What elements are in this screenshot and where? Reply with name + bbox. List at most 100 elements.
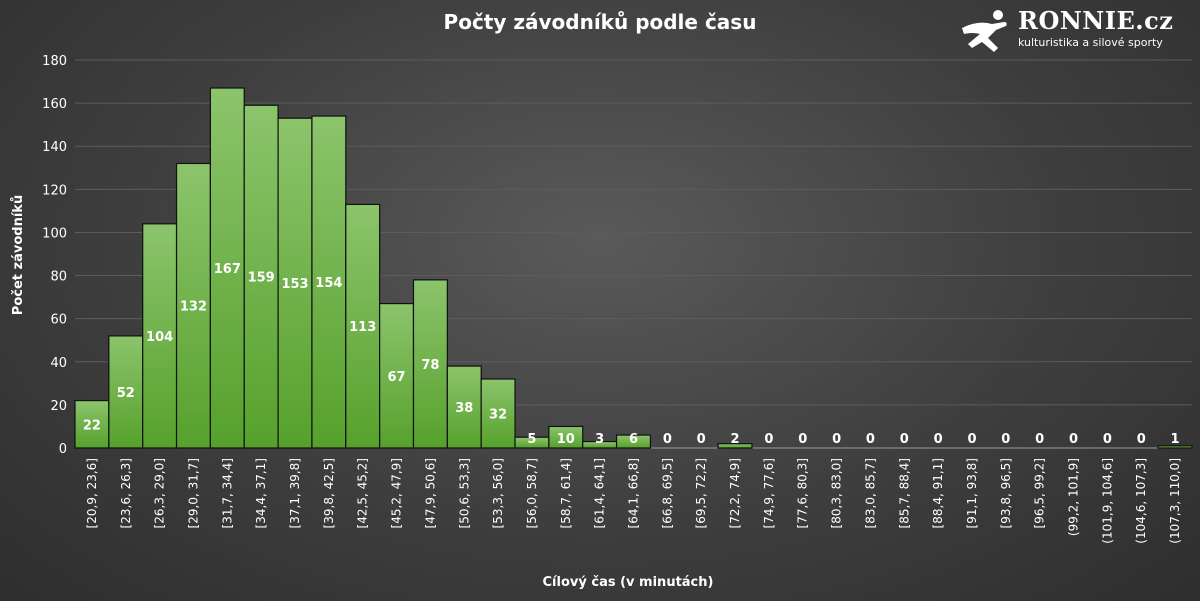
histogram-bar bbox=[142, 223, 178, 449]
histogram-bar bbox=[548, 425, 584, 449]
histogram-bar bbox=[108, 335, 144, 449]
histogram-bar bbox=[74, 399, 110, 449]
bar-value-label: 132 bbox=[180, 300, 207, 315]
x-tick-label: (101,9, 104,6] bbox=[1100, 458, 1114, 544]
bar-value-label: 113 bbox=[349, 320, 376, 335]
x-tick-label: [64,1, 66,8] bbox=[627, 458, 641, 528]
y-tick-label: 140 bbox=[42, 140, 67, 155]
histogram-bar bbox=[446, 365, 482, 449]
y-tick-label: 0 bbox=[59, 442, 67, 457]
x-tick-label: [29,0, 31,7] bbox=[186, 458, 200, 528]
x-tick-label: [58,7, 61,4] bbox=[559, 458, 573, 528]
bar-value-label: 0 bbox=[697, 432, 706, 447]
y-axis-label: Počet závodníků bbox=[11, 195, 26, 315]
y-tick-label: 120 bbox=[42, 183, 67, 198]
x-tick-label: [66,8, 69,5] bbox=[660, 458, 674, 528]
bar-value-label: 10 bbox=[557, 432, 575, 447]
bar-value-label: 0 bbox=[967, 432, 976, 447]
ronnie-logo: RONNIE.cz kulturistika a silové sporty bbox=[958, 6, 1190, 54]
x-tick-label: [88,4, 91,1] bbox=[931, 458, 945, 528]
histogram-bar bbox=[175, 162, 211, 449]
x-tick-label: [56,0, 58,7] bbox=[525, 458, 539, 528]
x-tick-label: [83,0, 85,7] bbox=[863, 458, 877, 528]
logo-tagline: kulturistika a silové sporty bbox=[1018, 36, 1163, 49]
bar-value-label: 38 bbox=[455, 401, 473, 416]
logo-name: RONNIE.cz bbox=[1018, 6, 1174, 35]
histogram-bar bbox=[615, 434, 652, 449]
histogram-bar bbox=[412, 279, 448, 449]
y-tick-label: 100 bbox=[42, 226, 67, 241]
histogram-bar bbox=[277, 117, 313, 449]
x-tick-label: [69,5, 72,2] bbox=[694, 458, 708, 528]
bar-value-label: 104 bbox=[146, 330, 173, 345]
x-tick-label: [39,8, 42,5] bbox=[322, 458, 336, 528]
bar-value-label: 5 bbox=[527, 432, 536, 447]
y-tick-label: 60 bbox=[50, 313, 67, 328]
x-tick-label: (107,3, 110,0] bbox=[1168, 458, 1182, 544]
x-tick-label: [77,6, 80,3] bbox=[796, 458, 810, 528]
bar-value-label: 0 bbox=[934, 432, 943, 447]
x-tick-label: [23,6, 26,3] bbox=[119, 458, 133, 528]
athlete-logo-icon bbox=[962, 10, 1007, 52]
y-tick-label: 40 bbox=[50, 356, 67, 371]
bar-value-label: 159 bbox=[248, 271, 275, 286]
x-tick-label: (99,2, 101,9] bbox=[1067, 458, 1081, 536]
x-tick-label: [80,3, 83,0] bbox=[830, 458, 844, 528]
histogram-bar bbox=[1157, 445, 1193, 449]
histogram-bar bbox=[345, 203, 381, 449]
bar-value-label: 1 bbox=[1171, 432, 1180, 447]
x-tick-label: [93,8, 96,5] bbox=[999, 458, 1013, 528]
bar-value-label: 0 bbox=[663, 432, 672, 447]
bar-value-label: 0 bbox=[1035, 432, 1044, 447]
x-tick-label: [45,2, 47,9] bbox=[390, 458, 404, 528]
bar-value-label: 153 bbox=[281, 277, 308, 292]
bar-value-label: 0 bbox=[798, 432, 807, 447]
y-tick-label: 80 bbox=[50, 270, 67, 285]
x-tick-label: [96,5, 99,2] bbox=[1033, 458, 1047, 528]
y-axis-ticks: 0 20 40 60 80 100 120 140 160 180 bbox=[42, 54, 67, 457]
x-axis-label: Cílový čas (v minutách) bbox=[543, 575, 714, 590]
y-tick-label: 20 bbox=[50, 399, 67, 414]
x-tick-label: [53,3, 56,0] bbox=[491, 458, 505, 528]
bar-value-label: 0 bbox=[866, 432, 875, 447]
bar-value-label: 0 bbox=[1103, 432, 1112, 447]
bar-value-label: 6 bbox=[629, 432, 638, 447]
bar-value-label: 67 bbox=[388, 370, 406, 385]
x-tick-label: [50,6, 53,3] bbox=[457, 458, 471, 528]
y-tick-label: 180 bbox=[42, 54, 67, 69]
x-tick-label: [37,1, 39,8] bbox=[288, 458, 302, 528]
bar-value-label: 3 bbox=[595, 432, 604, 447]
bar-value-label: 167 bbox=[214, 262, 241, 277]
bar-value-label: 0 bbox=[1001, 432, 1010, 447]
bar-value-label: 0 bbox=[1137, 432, 1146, 447]
bar-value-label: 0 bbox=[832, 432, 841, 447]
x-tick-label: [74,9, 77,6] bbox=[762, 458, 776, 528]
bar-value-label: 0 bbox=[764, 432, 773, 447]
x-tick-label: [85,7, 88,4] bbox=[897, 458, 911, 528]
x-tick-label: [72,2, 74,9] bbox=[728, 458, 742, 528]
histogram-bar bbox=[209, 87, 245, 449]
histogram-bar bbox=[717, 443, 753, 449]
x-tick-label: (104,6, 107,3] bbox=[1134, 458, 1148, 544]
bar-value-label: 2 bbox=[731, 432, 740, 447]
chart-title: Počty závodníků podle času bbox=[443, 10, 757, 34]
x-tick-label: [47,9, 50,6] bbox=[423, 458, 437, 528]
bar-value-label: 32 bbox=[489, 408, 507, 423]
x-tick-label: [42,5, 45,2] bbox=[356, 458, 370, 528]
bar-value-label: 52 bbox=[117, 386, 135, 401]
x-tick-label: [31,7, 34,4] bbox=[220, 458, 234, 528]
x-tick-label: [34,4, 37,1] bbox=[254, 458, 268, 528]
bar-value-label: 0 bbox=[1069, 432, 1078, 447]
x-tick-label: [20,9, 23,6] bbox=[85, 458, 99, 528]
x-tick-label: [61,4, 64,1] bbox=[593, 458, 607, 528]
y-tick-label: 160 bbox=[42, 97, 67, 112]
bar-value-label: 78 bbox=[421, 358, 439, 373]
x-axis-ticks: [20,9, 23,6] [23,6, 26,3] [26,3, 29,0] [29,… bbox=[85, 458, 1182, 544]
histogram-bar bbox=[480, 378, 516, 449]
x-tick-label: [91,1, 93,8] bbox=[965, 458, 979, 528]
histogram-bar bbox=[311, 115, 347, 449]
bar-value-label: 154 bbox=[315, 276, 342, 291]
x-tick-label: [26,3, 29,0] bbox=[153, 458, 167, 528]
